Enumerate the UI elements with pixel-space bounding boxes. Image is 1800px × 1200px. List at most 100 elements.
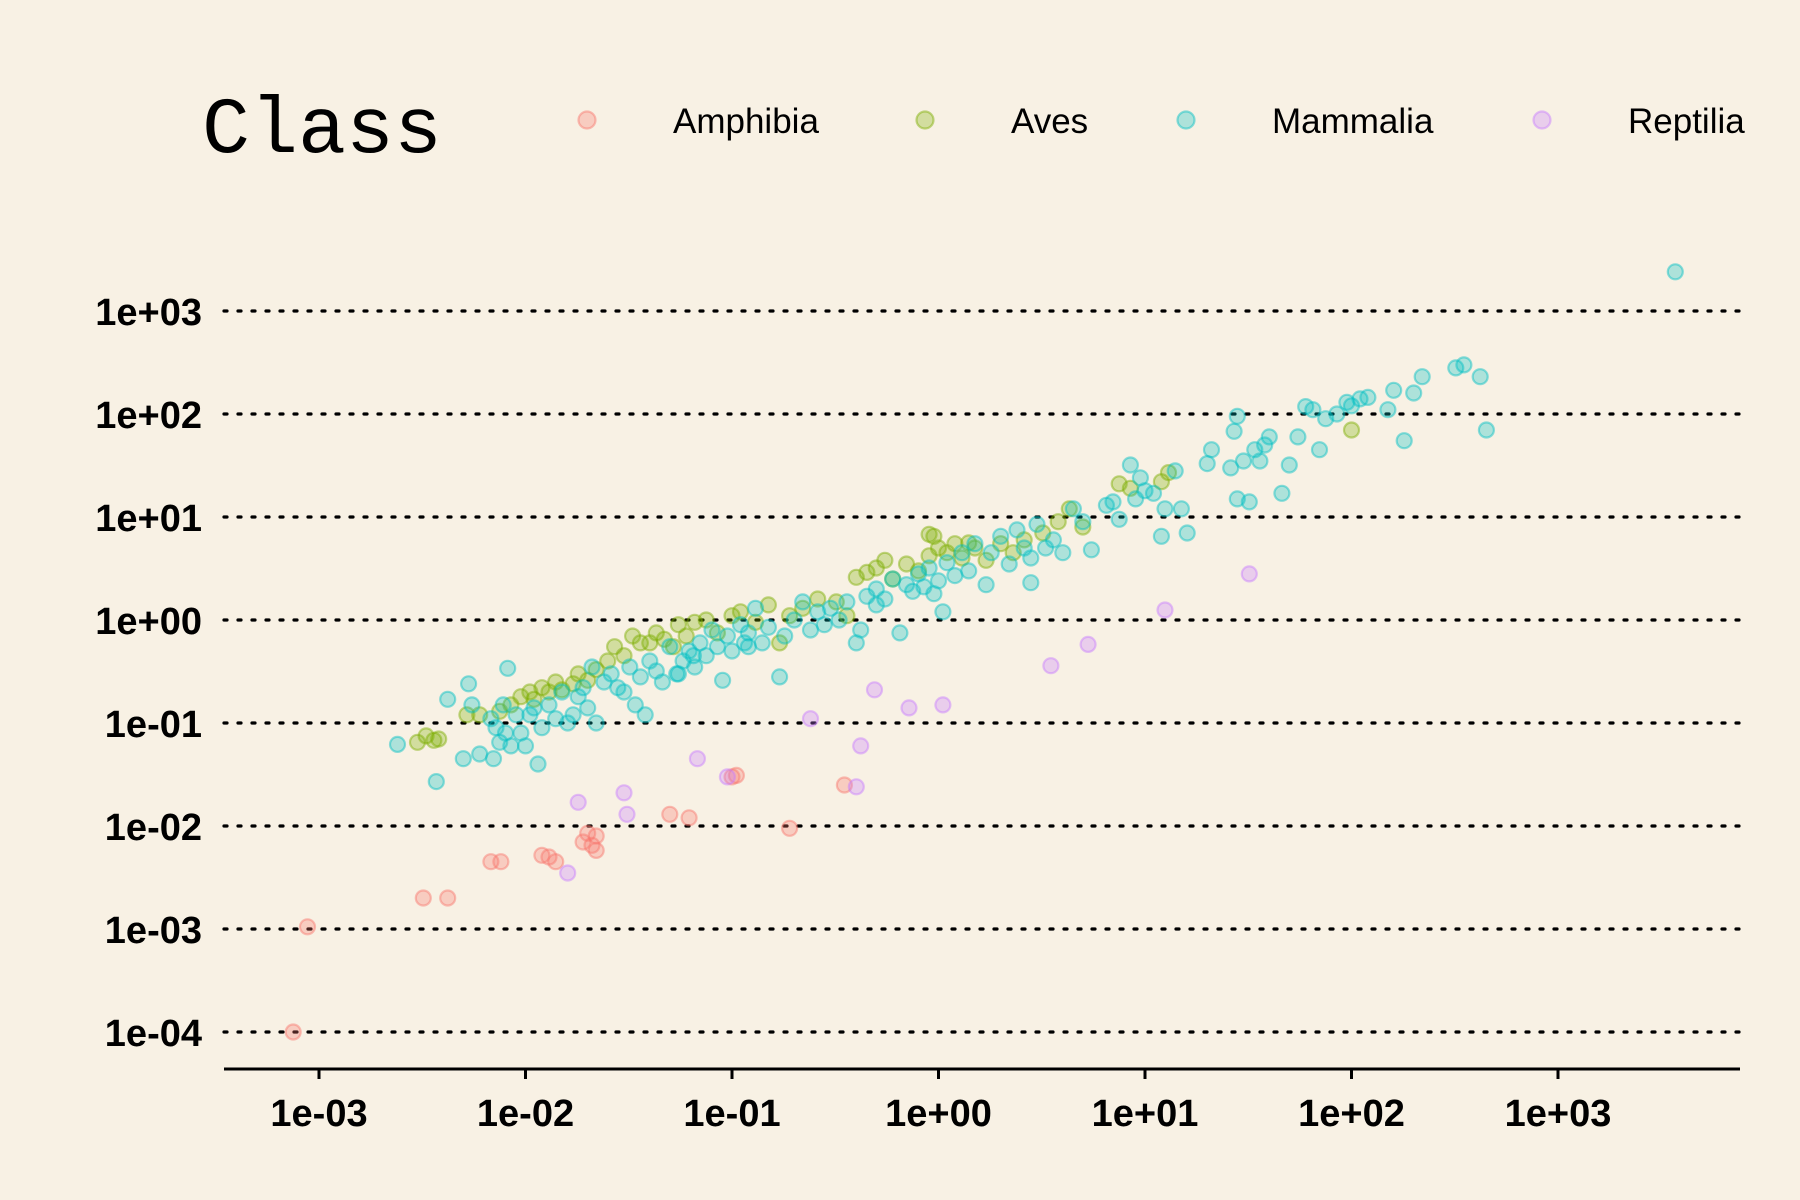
data-point-mammalia (1022, 574, 1040, 592)
data-point-aves (794, 599, 812, 617)
data-point-aves (847, 568, 865, 586)
legend: Class Amphibia Aves Mammalia Reptilia (202, 86, 1745, 177)
data-point-mammalia (1097, 496, 1116, 514)
data-point-mammalia (794, 593, 812, 611)
legend-title: Class (202, 86, 442, 177)
data-point-aves (686, 613, 704, 631)
data-point-mammalia (1246, 441, 1264, 459)
data-point-aves (697, 611, 715, 629)
data-point-reptilia (1240, 565, 1258, 583)
data-point-mammalia (1222, 459, 1240, 477)
data-point-mammalia (1413, 368, 1431, 386)
data-point-mammalia (579, 699, 597, 717)
data-point-mammalia (631, 668, 650, 686)
x-tick-label: 1e-02 (477, 1093, 574, 1135)
data-point-aves (641, 634, 659, 652)
data-point-mammalia (960, 562, 978, 580)
data-point-mammalia (553, 683, 571, 701)
data-point-amphibia (533, 846, 551, 864)
data-point-mammalia (1131, 469, 1150, 487)
data-point-reptilia (1042, 657, 1060, 675)
data-point-mammalia (1297, 398, 1315, 416)
y-tick-label: 1e-02 (105, 807, 202, 849)
data-point-amphibia (492, 853, 510, 871)
data-point-mammalia (502, 737, 520, 755)
data-point-aves (512, 688, 530, 706)
data-point-mammalia (1666, 263, 1684, 281)
data-point-mammalia (1054, 544, 1072, 562)
data-point-mammalia (953, 544, 971, 562)
y-tick-label: 1e+03 (95, 292, 202, 334)
data-point-mammalia (1447, 359, 1465, 377)
data-point-amphibia (780, 819, 799, 837)
data-point-aves (458, 706, 476, 724)
data-point-mammalia (1228, 490, 1246, 508)
data-point-mammalia (1000, 555, 1018, 573)
data-point-mammalia (484, 750, 503, 768)
data-point-amphibia (583, 836, 601, 854)
y-tick-label: 1e-01 (105, 704, 202, 746)
data-point-mammalia (636, 706, 654, 724)
data-point-aves (925, 527, 943, 545)
data-point-mammalia (1202, 441, 1221, 459)
data-point-amphibia (284, 1023, 302, 1041)
data-point-mammalia (785, 611, 803, 629)
data-point-aves (1121, 479, 1140, 497)
data-point-mammalia (653, 673, 672, 691)
legend-marker-mammalia (1176, 110, 1196, 130)
data-point-aves (502, 696, 520, 714)
data-point-mammalia (897, 576, 916, 594)
data-point-mammalia (602, 665, 620, 683)
data-point-mammalia (512, 724, 530, 742)
data-point-aves (540, 683, 558, 701)
data-point-mammalia (1471, 368, 1489, 386)
data-point-mammalia (559, 714, 577, 732)
data-point-mammalia (609, 679, 627, 697)
data-point-aves (731, 603, 750, 621)
data-point-aves (587, 660, 605, 679)
data-point-mammalia (946, 566, 964, 585)
data-point-mammalia (876, 590, 894, 608)
data-point-mammalia (1359, 388, 1377, 406)
data-point-aves (1049, 513, 1067, 531)
data-point-mammalia (713, 671, 732, 689)
data-points (284, 263, 1684, 1041)
data-point-mammalia (1008, 521, 1026, 539)
data-point-mammalia (1289, 428, 1307, 446)
data-point-mammalia (1015, 539, 1033, 557)
data-point-mammalia (909, 565, 928, 583)
data-point-aves (1004, 544, 1022, 562)
x-tick-label: 1e+01 (1092, 1093, 1199, 1135)
data-point-mammalia (801, 621, 820, 639)
data-point-mammalia (454, 750, 472, 768)
data-point-mammalia (668, 665, 686, 683)
data-point-amphibia (587, 827, 605, 845)
data-point-mammalia (982, 544, 1000, 562)
data-point-mammalia (621, 658, 639, 676)
data-point-mammalia (661, 638, 679, 656)
data-point-mammalia (915, 578, 933, 596)
data-point-aves (858, 563, 876, 582)
data-point-mammalia (491, 733, 509, 751)
data-point-mammalia (718, 627, 737, 645)
data-point-reptilia (559, 864, 577, 882)
data-point-mammalia (1044, 531, 1063, 549)
x-tick-label: 1e+00 (885, 1093, 992, 1135)
data-point-mammalia (708, 638, 727, 656)
data-point-mammalia (739, 638, 758, 656)
data-point-mammalia (1172, 500, 1191, 518)
data-point-mammalia (547, 710, 565, 728)
data-point-aves (946, 535, 964, 553)
data-point-amphibia (298, 918, 317, 936)
data-point-mammalia (1455, 356, 1473, 374)
data-point-mammalia (499, 659, 517, 677)
data-point-mammalia (1240, 493, 1258, 511)
data-point-aves (471, 706, 489, 724)
data-point-aves (631, 634, 650, 652)
data-point-aves (669, 616, 688, 634)
data-point-mammalia (753, 634, 771, 652)
data-point-aves (579, 671, 597, 689)
data-point-reptilia (852, 737, 870, 755)
data-point-mammalia (884, 570, 902, 588)
data-point-mammalia (934, 603, 952, 621)
